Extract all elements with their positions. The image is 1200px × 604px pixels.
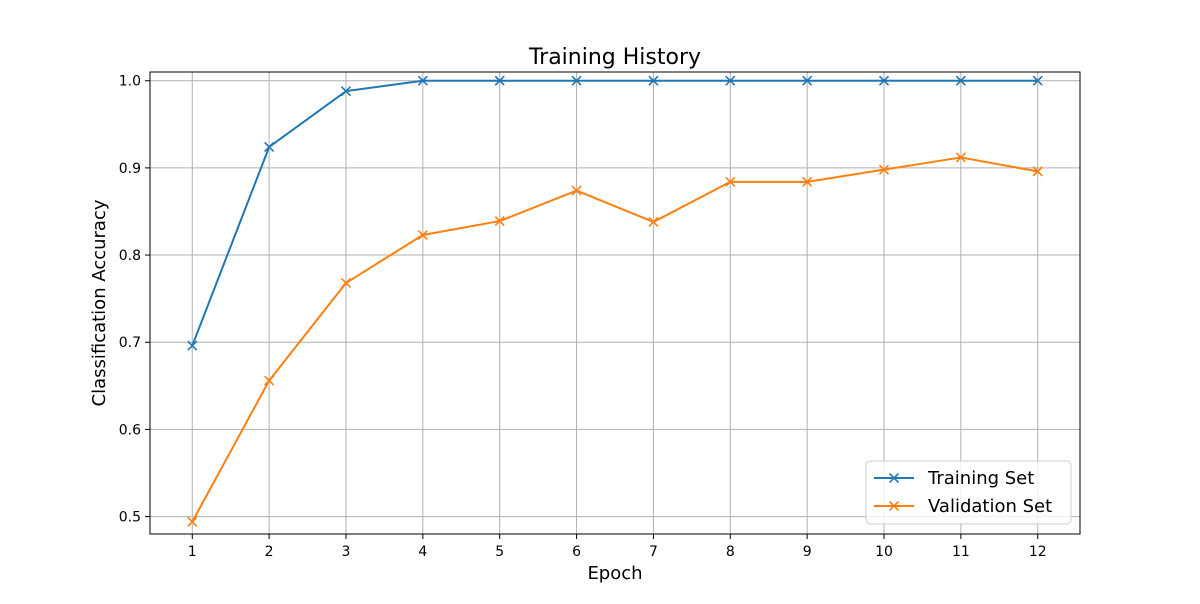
data-point-marker — [725, 176, 736, 187]
data-point-marker — [955, 75, 966, 86]
marker-stroke — [648, 75, 659, 86]
y-tick-label: 0.7 — [119, 335, 141, 351]
y-tick-label: 0.5 — [119, 510, 141, 526]
tick-layer: 1 2 3 4 5 6 7 8 9 10 11 120.50.60.70.80.91.0 — [119, 74, 1047, 560]
legend-box — [865, 460, 1072, 525]
x-tick-label: 1 — [188, 544, 197, 560]
data-point-marker — [417, 229, 428, 241]
data-point-marker — [648, 216, 659, 227]
data-point-marker — [648, 75, 659, 86]
data-point-marker — [417, 75, 428, 86]
marker-stroke — [1032, 75, 1043, 86]
data-point-marker — [1032, 166, 1043, 177]
y-tick-label: 0.6 — [119, 422, 141, 438]
marker-stroke — [878, 164, 890, 175]
marker-stroke — [955, 152, 966, 163]
x-tick-label: 3 — [342, 544, 351, 560]
marker-stroke — [802, 176, 813, 187]
marker-stroke — [571, 185, 582, 196]
data-point-marker — [571, 185, 582, 196]
marker-stroke — [494, 75, 505, 86]
marker-stroke — [340, 277, 352, 289]
x-tick-label: 9 — [803, 544, 812, 560]
data-point-marker — [725, 75, 736, 86]
data-point-marker — [340, 277, 352, 289]
y-tick-label: 0.9 — [119, 161, 141, 177]
legend-marker-stroke — [888, 472, 900, 484]
data-point-marker — [878, 164, 890, 175]
y-tick-label: 1.0 — [119, 74, 141, 90]
data-point-marker — [571, 75, 582, 86]
marker-stroke — [1032, 166, 1043, 177]
marker-stroke — [494, 215, 505, 227]
data-point-marker — [187, 340, 198, 351]
legend-item-training: Training Set — [874, 468, 1034, 489]
series-layer — [187, 75, 1043, 527]
data-point-marker — [494, 215, 505, 227]
data-point-marker — [802, 75, 813, 86]
legend-marker-stroke — [888, 500, 900, 512]
marker-stroke — [264, 141, 275, 153]
marker-stroke — [417, 229, 428, 241]
chart-title: Training History — [528, 45, 701, 70]
data-point-marker — [955, 152, 966, 163]
x-tick-label: 7 — [649, 544, 658, 560]
x-tick-label: 10 — [875, 544, 893, 560]
x-tick-label: 2 — [265, 544, 274, 560]
marker-stroke — [725, 176, 736, 187]
data-point-marker — [878, 75, 890, 86]
legend-label: Validation Set — [928, 496, 1052, 517]
series-line-training — [191, 79, 1039, 347]
marker-stroke — [955, 75, 966, 86]
data-point-marker — [187, 516, 198, 527]
y-axis-label: Classification Accuracy — [89, 199, 110, 406]
data-point-marker — [264, 141, 275, 153]
marker-stroke — [648, 216, 659, 227]
axes-frame — [149, 71, 1081, 535]
data-point-marker — [340, 86, 352, 97]
marker-stroke — [725, 75, 736, 86]
marker-stroke — [417, 75, 428, 86]
marker-stroke — [878, 75, 890, 86]
grid-layer — [150, 72, 1080, 534]
legend: Training Set Validation Set — [865, 460, 1072, 525]
legend-item-validation: Validation Set — [874, 496, 1052, 517]
y-tick-label: 0.8 — [119, 248, 141, 264]
x-tick-label: 4 — [418, 544, 427, 560]
marker-stroke — [340, 86, 352, 97]
marker-stroke — [802, 75, 813, 86]
series-line-validation — [191, 156, 1039, 523]
x-tick-label: 6 — [572, 544, 581, 560]
x-axis-label: Epoch — [587, 563, 642, 584]
legend-label: Training Set — [927, 468, 1034, 489]
data-point-marker — [1032, 75, 1043, 86]
marker-stroke — [187, 340, 198, 351]
x-tick-label: 12 — [1029, 544, 1047, 560]
data-point-marker — [802, 176, 813, 187]
marker-stroke — [264, 375, 275, 386]
x-tick-label: 5 — [495, 544, 504, 560]
x-tick-label: 11 — [952, 544, 970, 560]
data-point-marker — [264, 375, 275, 386]
x-tick-label: 8 — [726, 544, 735, 560]
marker-stroke — [571, 75, 582, 86]
marker-stroke — [187, 516, 198, 527]
data-point-marker — [494, 75, 505, 86]
